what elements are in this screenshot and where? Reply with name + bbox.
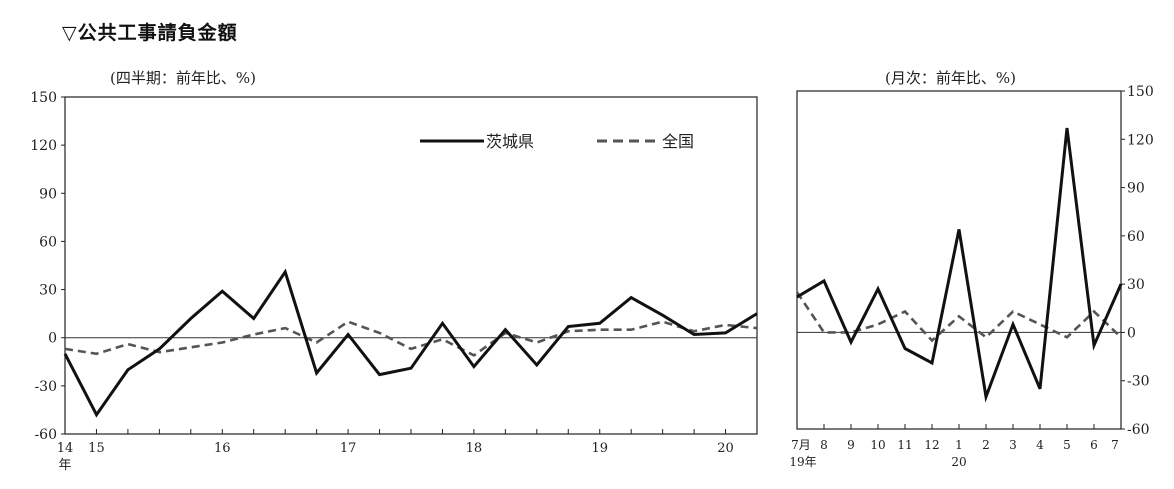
y-tick-label: 120 [1127,132,1154,148]
x-tick-label: 16 [214,441,231,456]
y-tick-label: 150 [1127,84,1154,100]
x-tick-label: 7 [1111,438,1119,452]
legend-label-national: 全国 [662,132,694,151]
y-tick-label: 60 [1127,229,1145,245]
y-tick-label: 30 [39,283,57,299]
y-tick-label: 120 [30,138,57,154]
x-tick-label: 19 [591,441,608,456]
quarterly-plot-frame [64,96,758,435]
x-tick-label: 5 [1063,438,1071,452]
quarterly-y-axis: -60 -30 0 30 60 90 120 150 [30,90,757,443]
page-title: ▽公共工事請負金額 [62,22,238,44]
x-tick-label: 14 [57,441,74,456]
y-tick-label: 90 [1127,181,1145,197]
quarterly-chart: (四半期：前年比、%) -60 -30 0 30 60 90 120 150 14 15 16 17… [30,69,758,473]
series-line-ibaraki [796,127,1123,403]
quarterly-x-axis: 14 15 16 17 18 19 20 年 [57,429,758,473]
x-tick-label: 6 [1090,438,1098,452]
legend-label-ibaraki: 茨城県 [486,132,534,151]
x-sub-label: 年 [58,458,71,473]
y-tick-label: -30 [1127,374,1150,390]
y-tick-label: 30 [1127,277,1145,293]
y-tick-label: -60 [1127,422,1150,438]
series-line-ibaraki [63,268,758,418]
y-tick-label: 90 [39,186,57,202]
x-tick-label: 9 [847,438,855,452]
x-tick-label: 17 [340,441,357,456]
monthly-plot-frame [796,90,1122,430]
y-tick-label: 0 [48,331,57,347]
x-tick-label: 4 [1036,438,1044,452]
y-tick-label: 0 [1127,325,1136,341]
x-tick-label: 20 [717,441,734,456]
x-tick-label: 12 [924,438,939,452]
legend: 茨城県 全国 [420,132,694,151]
series-line-national [795,291,1122,343]
x-tick-label: 7月 [791,438,811,452]
monthly-series [795,127,1123,403]
x-tick-label: 15 [88,441,105,456]
x-tick-label: 2 [982,438,990,452]
series-line-national [64,320,758,357]
x-tick-label: 11 [897,438,912,452]
x-tick-label: 18 [466,441,483,456]
x-sub-label: 19年 [789,455,816,469]
monthly-subtitle: (月次：前年比、%) [885,69,1016,87]
x-tick-label: 1 [955,438,963,452]
y-tick-label: -60 [34,427,57,443]
x-tick-label: 8 [820,438,828,452]
x-tick-label: 10 [870,438,885,452]
monthly-y-axis: -60 -30 0 30 60 90 120 150 [797,84,1154,438]
quarterly-series [63,268,758,418]
quarterly-subtitle: (四半期：前年比、%) [110,69,256,87]
y-tick-label: 60 [39,234,57,250]
x-tick-label: 3 [1009,438,1017,452]
y-tick-label: -30 [34,379,57,395]
y-tick-label: 150 [30,90,57,106]
x-sub-label: 20 [951,455,966,469]
